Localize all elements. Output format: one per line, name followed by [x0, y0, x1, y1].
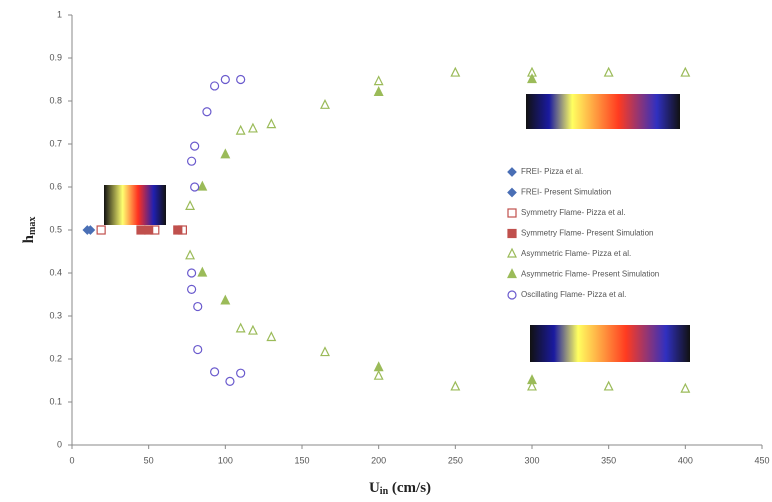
point — [236, 74, 246, 85]
point — [220, 74, 230, 85]
x-tick-label: 350 — [601, 455, 616, 465]
y-tick-label: 0 — [57, 439, 62, 449]
y-tick-label: 0.4 — [49, 267, 62, 277]
point — [680, 66, 691, 77]
point — [320, 98, 330, 109]
y-tick-label: 0.3 — [49, 310, 62, 320]
point — [247, 324, 258, 335]
point — [96, 225, 106, 235]
legend-marker — [507, 228, 517, 239]
x-label-unit: (cm/s) — [388, 480, 431, 496]
point — [210, 81, 220, 91]
flame-image — [526, 94, 680, 129]
point — [187, 268, 197, 278]
legend-marker — [507, 208, 517, 218]
point — [373, 369, 384, 380]
legend-marker — [507, 187, 517, 198]
flame-images — [104, 94, 690, 362]
point — [187, 156, 197, 166]
y-tick-label: 0.2 — [49, 353, 62, 363]
point — [220, 148, 231, 159]
point — [187, 284, 197, 294]
x-tick-label: 300 — [524, 455, 539, 465]
x-tick-label: 450 — [754, 455, 769, 465]
point — [197, 180, 208, 191]
point — [225, 376, 235, 386]
point — [450, 380, 461, 391]
point — [144, 225, 154, 235]
y-label-sub: max — [27, 217, 38, 235]
point — [527, 380, 537, 391]
x-tick-label: 250 — [448, 455, 463, 465]
legend-marker — [507, 290, 517, 300]
y-axis-label: hmax — [21, 217, 38, 244]
point — [373, 75, 384, 86]
point — [320, 346, 330, 357]
point — [185, 200, 196, 210]
legend-label: FREI- Pizza et al. — [521, 167, 583, 176]
y-tick-label: 0.9 — [49, 52, 62, 62]
y-tick-label: 0.8 — [49, 95, 62, 105]
point — [266, 118, 277, 129]
x-tick-label: 150 — [294, 455, 309, 465]
legend-label: Symmetry Flame- Present Simulation — [521, 229, 653, 238]
point — [680, 382, 691, 393]
point — [450, 66, 461, 77]
y-tick-label: 0.5 — [49, 224, 62, 234]
point — [235, 322, 246, 333]
flame-image — [530, 325, 690, 362]
point — [527, 73, 537, 84]
point — [247, 122, 258, 133]
legend-label: Symmetry Flame- Pizza et al. — [521, 208, 625, 217]
point — [527, 374, 537, 385]
y-tick-label: 0.6 — [49, 181, 62, 191]
legend-label: Asymmetric Flame- Present Simulation — [521, 270, 659, 279]
point — [373, 361, 384, 372]
x-tick-label: 400 — [678, 455, 693, 465]
legend-marker — [507, 167, 517, 177]
point — [210, 367, 220, 377]
point — [202, 107, 212, 117]
y-tick-label: 1 — [57, 9, 62, 19]
x-tick-label: 100 — [218, 455, 233, 465]
point — [220, 294, 231, 305]
point — [236, 368, 246, 378]
point — [85, 225, 96, 235]
legend-label: Asymmetric Flame- Pizza et al. — [521, 249, 631, 258]
point — [197, 266, 208, 277]
point — [185, 249, 196, 260]
x-label-sub: in — [380, 486, 389, 497]
x-tick-label: 200 — [371, 455, 386, 465]
point — [190, 141, 200, 151]
point — [603, 66, 614, 77]
y-tick-label: 0.1 — [49, 396, 62, 406]
legend-marker — [507, 268, 517, 279]
point — [190, 182, 200, 192]
x-tick-label: 0 — [69, 455, 74, 465]
legend-marker — [507, 247, 517, 258]
legend-label: FREI- Present Simulation — [521, 188, 611, 197]
legend-label: Oscillating Flame- Pizza et al. — [521, 290, 626, 299]
point — [193, 301, 203, 312]
point — [266, 331, 277, 342]
y-label-main: h — [21, 234, 37, 243]
point — [173, 225, 183, 235]
point — [235, 124, 246, 135]
point — [603, 380, 614, 391]
y-tick-label: 0.7 — [49, 138, 62, 148]
point — [193, 344, 203, 355]
point — [373, 86, 384, 97]
flame-image — [104, 185, 166, 225]
point — [136, 225, 146, 235]
x-tick-label: 50 — [144, 455, 154, 465]
x-axis-label: Uin (cm/s) — [369, 480, 431, 497]
x-label-main: U — [369, 480, 380, 496]
